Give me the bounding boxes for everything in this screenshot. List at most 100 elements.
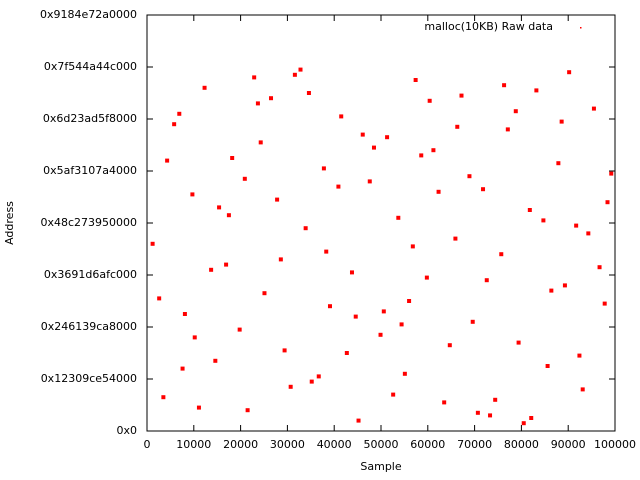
data-point — [559, 119, 564, 124]
data-point — [269, 96, 274, 101]
data-point — [360, 132, 365, 137]
data-point — [609, 171, 614, 176]
data-point — [378, 332, 383, 337]
data-point — [180, 366, 185, 371]
data-point — [516, 340, 521, 345]
data-point — [534, 88, 539, 93]
data-point — [436, 189, 441, 194]
data-point — [255, 101, 260, 106]
data-point — [527, 208, 532, 212]
y-tick-label: 0x48c273950000 — [40, 216, 137, 229]
data-point — [278, 257, 283, 262]
x-tick-label: 10000 — [176, 438, 211, 451]
data-point — [459, 93, 464, 98]
data-point — [513, 109, 518, 114]
data-point — [453, 236, 458, 241]
x-tick-label: 80000 — [504, 438, 539, 451]
data-point — [321, 166, 326, 171]
data-point — [419, 153, 424, 158]
data-point — [157, 296, 162, 301]
data-point — [190, 192, 195, 197]
data-point — [288, 384, 293, 389]
data-point — [172, 122, 177, 127]
data-point — [493, 397, 498, 402]
data-point — [275, 197, 280, 202]
data-point — [252, 75, 257, 80]
y-tick-label: 0x5af3107a4000 — [43, 164, 137, 177]
x-tick-label: 20000 — [223, 438, 258, 451]
data-point — [431, 148, 436, 153]
x-tick-label: 0 — [144, 438, 151, 451]
data-point — [391, 392, 396, 397]
data-point — [385, 135, 390, 140]
x-tick-label: 90000 — [551, 438, 586, 451]
plot-frame — [146, 14, 616, 432]
data-point — [467, 174, 472, 179]
data-point — [262, 291, 267, 296]
data-point — [396, 215, 401, 220]
x-tick-label: 60000 — [410, 438, 445, 451]
data-point — [336, 184, 341, 189]
data-point — [410, 244, 415, 249]
data-point — [209, 267, 214, 272]
data-point — [574, 223, 579, 228]
data-point — [213, 358, 218, 363]
data-point — [327, 304, 332, 309]
data-point — [447, 343, 452, 348]
data-point — [586, 231, 591, 236]
x-tick-label: 50000 — [364, 438, 399, 451]
x-tick-label: 100000 — [594, 438, 636, 451]
data-point — [529, 416, 534, 420]
data-point — [505, 127, 510, 132]
y-tick-label: 0x3691d6afc000 — [44, 268, 137, 281]
data-point — [217, 205, 222, 210]
data-point — [242, 176, 247, 181]
data-point — [475, 410, 480, 415]
x-axis-label: Sample — [360, 460, 401, 473]
data-point — [455, 124, 460, 129]
data-point — [177, 111, 182, 116]
data-point — [605, 200, 610, 205]
data-point — [161, 395, 166, 400]
data-point — [567, 70, 572, 75]
data-point — [442, 400, 447, 405]
data-point — [298, 67, 303, 72]
x-tick-label: 70000 — [457, 438, 492, 451]
data-point — [481, 187, 486, 192]
x-tick-label: 30000 — [270, 438, 305, 451]
data-point — [577, 353, 582, 358]
data-point — [165, 158, 170, 163]
data-point — [424, 275, 429, 280]
data-point — [202, 85, 207, 90]
data-point — [371, 145, 376, 150]
data-point — [237, 327, 242, 332]
data-point — [470, 319, 475, 324]
data-point — [541, 218, 546, 223]
data-point — [150, 241, 155, 246]
legend-swatch — [580, 27, 582, 29]
y-tick-label: 0x7f544a44c000 — [44, 60, 137, 73]
data-point — [258, 140, 263, 145]
data-point — [413, 78, 418, 82]
data-point — [353, 314, 358, 319]
data-point — [282, 348, 287, 353]
data-point — [309, 379, 314, 384]
data-point — [344, 351, 349, 355]
y-tick-label: 0x9184e72a0000 — [40, 8, 137, 21]
data-point — [316, 374, 321, 379]
data-point — [499, 252, 504, 257]
data-point — [292, 72, 297, 77]
legend-label: malloc(10KB) Raw data — [424, 20, 553, 33]
data-point — [303, 226, 308, 231]
data-point — [381, 309, 386, 314]
data-point — [349, 270, 354, 275]
data-point — [339, 114, 344, 119]
data-point — [427, 98, 432, 103]
y-tick-label: 0x12309ce54000 — [41, 372, 137, 385]
data-point — [556, 161, 561, 166]
data-point — [562, 283, 567, 288]
data-point — [182, 312, 187, 316]
data-point — [591, 106, 596, 111]
data-point — [407, 299, 412, 303]
